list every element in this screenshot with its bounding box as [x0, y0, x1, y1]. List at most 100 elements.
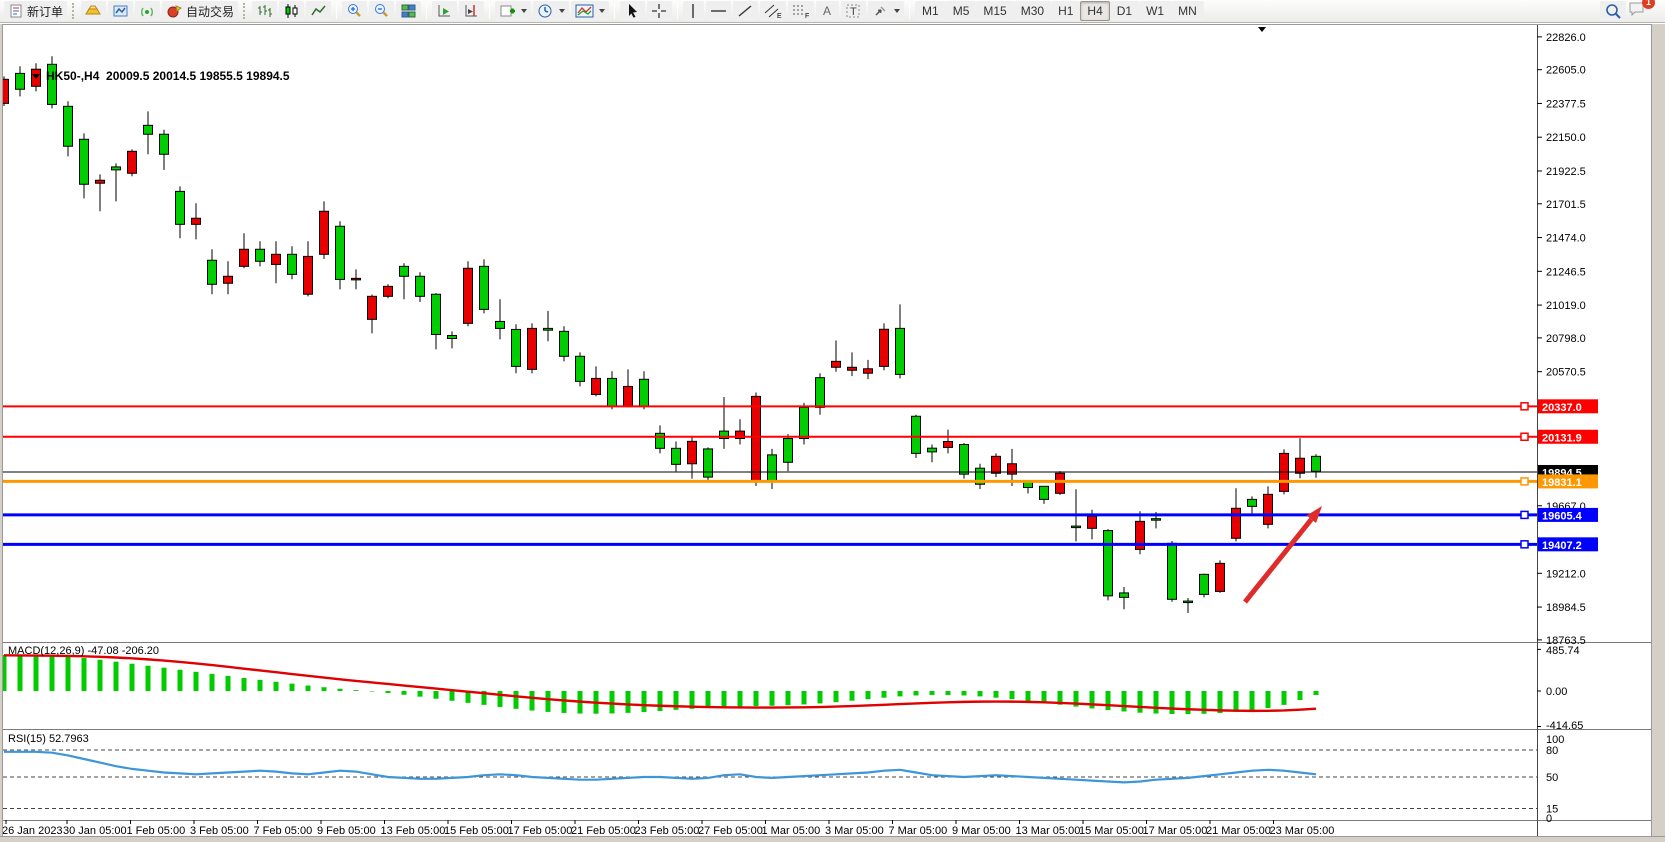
candle	[1071, 525, 1081, 529]
trendline-tool-button[interactable]	[733, 1, 759, 21]
dropdown-caret-icon	[521, 9, 528, 13]
candle	[591, 377, 601, 395]
dropdown-caret-icon	[599, 9, 606, 13]
templates-button[interactable]	[571, 1, 610, 21]
toolbar-drag-handle	[72, 3, 76, 19]
candle	[63, 105, 73, 147]
time-axis-label: 23 Mar 05:00	[1270, 825, 1335, 837]
scale-tick-label: 21474.0	[1546, 233, 1586, 245]
tile-windows-button[interactable]	[396, 1, 422, 21]
candle	[927, 447, 937, 453]
line-chart-type-button[interactable]	[306, 1, 332, 21]
search-button[interactable]	[1600, 1, 1626, 21]
symbol-dropdown-icon[interactable]	[32, 74, 41, 80]
timeframe-M30[interactable]: M30	[1013, 1, 1052, 21]
candle	[95, 179, 105, 184]
fibonacci-tool-button[interactable]: F	[788, 1, 815, 21]
line-handle[interactable]	[1520, 510, 1529, 520]
equidistant-channel-icon: E	[764, 3, 782, 19]
annotation-arrow[interactable]	[1243, 517, 1314, 604]
search-icon	[1604, 3, 1622, 20]
candle	[703, 448, 713, 478]
zoom-in-icon	[346, 3, 363, 19]
new-order-icon	[8, 3, 24, 19]
new-order-button[interactable]: 新订单	[4, 1, 68, 21]
text-tool-button[interactable]: A	[816, 1, 840, 21]
timeframe-D1[interactable]: D1	[1109, 1, 1140, 21]
candle	[399, 265, 409, 277]
text-label-icon: T	[845, 3, 862, 19]
timeframe-M5[interactable]: M5	[945, 1, 977, 21]
line-handle[interactable]	[1520, 402, 1529, 411]
candle	[1151, 518, 1161, 521]
line-handle[interactable]	[1520, 540, 1529, 549]
timeframe-H1[interactable]: H1	[1051, 1, 1081, 21]
candle	[559, 330, 569, 357]
price-line-label	[1538, 507, 1598, 522]
equidistant-channel-tool-button[interactable]: E	[760, 1, 787, 21]
candle	[847, 366, 857, 371]
candle	[1295, 457, 1305, 474]
chart-canvas[interactable]: 22826.0 22605.0 22377.5 22150.0 21922.5 21701…	[0, 25, 1665, 842]
rsi-scale-label: 100	[1546, 734, 1564, 746]
cursor-icon	[624, 3, 641, 19]
timeframe-W1[interactable]: W1	[1139, 1, 1172, 21]
timeframe-M1[interactable]: M1	[915, 1, 946, 21]
horizontal-line-tool-button[interactable]	[706, 1, 732, 21]
time-axis-label: 3 Mar 05:00	[825, 825, 884, 837]
time-axis-label: 17 Feb 05:00	[508, 825, 573, 837]
timeframe-MN[interactable]: MN	[1171, 1, 1204, 21]
candle	[1199, 573, 1209, 595]
price-line-label	[1538, 429, 1598, 444]
scale-tick-label: 22150.0	[1546, 132, 1586, 144]
crosshair-tool-button[interactable]	[647, 1, 673, 21]
candlestick-chart-type-button[interactable]	[279, 1, 305, 21]
line-chart-icon	[310, 3, 327, 19]
chart-upload-button[interactable]	[108, 1, 134, 21]
candle	[911, 415, 921, 454]
auto-scroll-button[interactable]	[432, 1, 458, 21]
zoom-out-button[interactable]	[369, 1, 395, 21]
candle	[639, 378, 649, 407]
vertical-line-tool-button[interactable]	[683, 1, 705, 21]
toolbar-separator	[336, 3, 338, 19]
autotrading-button[interactable]: 自动交易	[162, 1, 239, 21]
candle	[319, 210, 329, 255]
line-handle[interactable]	[1520, 432, 1529, 442]
gold-bars-button[interactable]	[81, 1, 107, 21]
arrows-tool-button[interactable]	[868, 1, 905, 21]
chart-shift-button[interactable]	[459, 1, 485, 21]
candle	[127, 150, 137, 174]
candle	[527, 327, 537, 370]
scale-tick-label: 21922.5	[1546, 166, 1586, 178]
chart-window-icon	[112, 3, 129, 19]
candle	[959, 443, 969, 475]
notifications-button[interactable]: 1	[1628, 0, 1655, 22]
scale-tick-label: 21246.5	[1546, 266, 1586, 278]
text-label-tool-button[interactable]: T	[841, 1, 867, 21]
bar-chart-type-button[interactable]	[252, 1, 278, 21]
zoom-in-button[interactable]	[342, 1, 368, 21]
line-handle[interactable]	[1520, 477, 1529, 486]
timeframe-M15[interactable]: M15	[976, 1, 1014, 21]
candle	[239, 248, 249, 267]
scale-tick-label: 22605.0	[1546, 65, 1586, 77]
signal-button[interactable]	[135, 1, 161, 21]
periods-button[interactable]	[533, 1, 570, 21]
add-indicator-button[interactable]	[495, 1, 532, 21]
candle	[1167, 542, 1177, 600]
timeframe-H4[interactable]: H4	[1080, 1, 1110, 21]
time-axis-label: 21 Mar 05:00	[1206, 825, 1271, 837]
candle	[767, 454, 777, 482]
candle	[1311, 455, 1321, 472]
candle	[1263, 493, 1273, 525]
annotation-arrow-head[interactable]	[1306, 506, 1322, 524]
time-axis-label: 27 Feb 05:00	[698, 825, 763, 837]
time-axis-label: 3 Feb 05:00	[190, 825, 249, 837]
scale-tick-label: 19212.0	[1546, 568, 1586, 580]
cursor-tool-button[interactable]	[620, 1, 646, 21]
scroll-to-end-marker[interactable]	[1258, 27, 1266, 32]
chart-area: 22826.0 22605.0 22377.5 22150.0 21922.5 21701…	[0, 24, 1665, 837]
window-right-edge[interactable]	[1651, 24, 1665, 836]
trendline-icon	[737, 3, 754, 19]
